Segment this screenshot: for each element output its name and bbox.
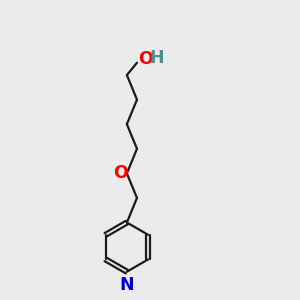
Text: O: O — [138, 50, 153, 68]
Text: O: O — [113, 164, 128, 182]
Text: H: H — [149, 49, 164, 67]
Text: N: N — [120, 276, 134, 294]
